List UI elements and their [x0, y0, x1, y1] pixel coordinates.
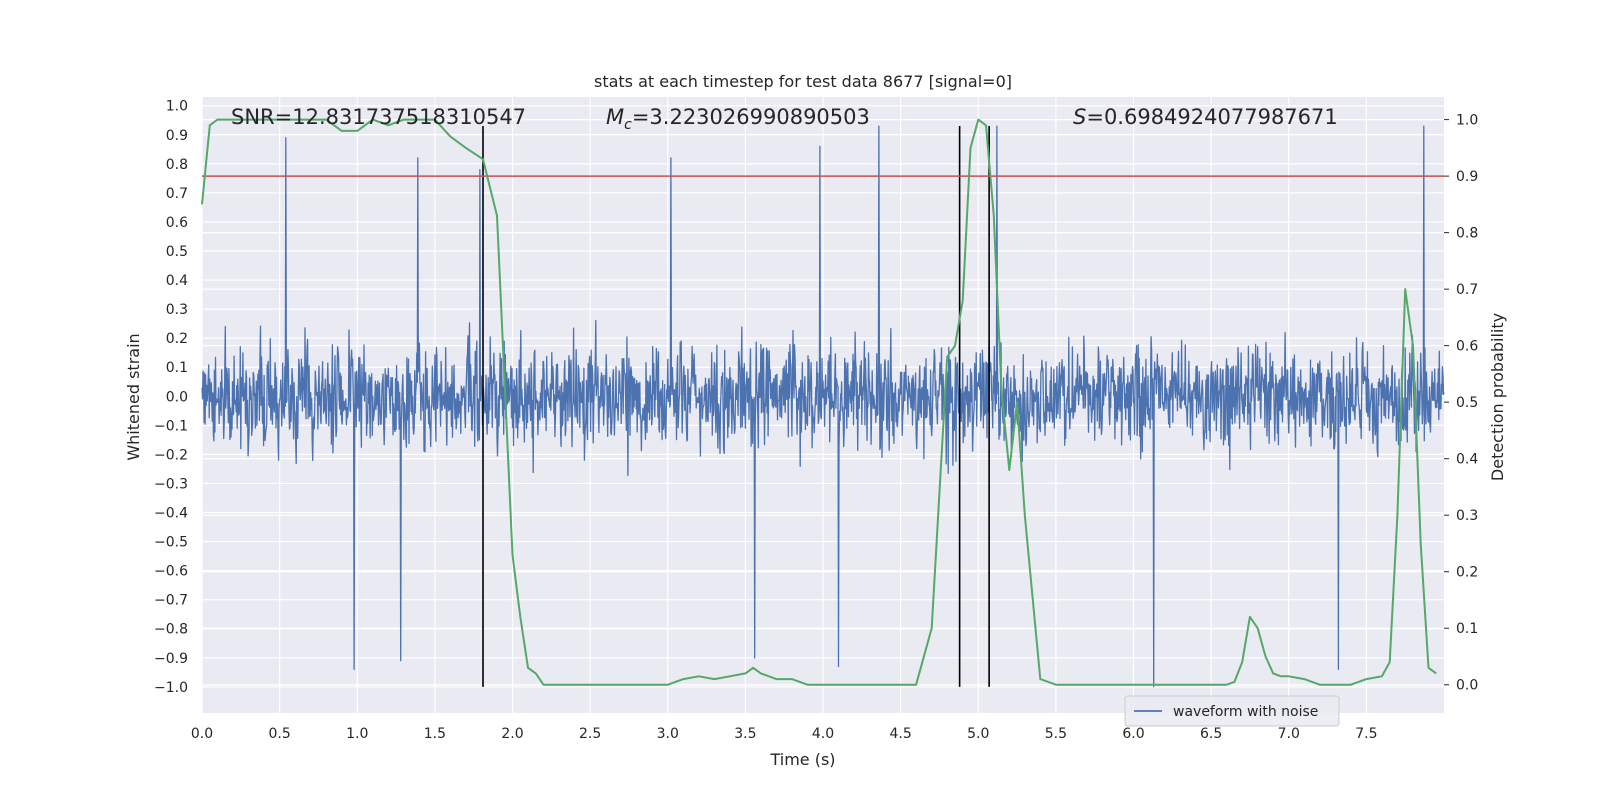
spin-annotation: S=0.6984924077987671 — [1073, 105, 1338, 129]
left-tick-label: 1.0 — [166, 99, 188, 115]
waveform-series — [201, 125, 1445, 688]
x-tick-label: 1.5 — [424, 726, 446, 742]
left-tick-label: −1.0 — [154, 680, 188, 696]
left-tick-label: 0.4 — [166, 273, 188, 289]
left-tick-label: −0.4 — [154, 506, 188, 522]
left-tick-label: 0.2 — [166, 331, 188, 347]
left-tick-label: 0.0 — [166, 389, 188, 405]
x-tick-label: 3.0 — [657, 726, 679, 742]
chirp-mass-subscript: c — [624, 117, 632, 133]
right-tick-label: 0.7 — [1456, 282, 1478, 298]
x-tick-label: 5.5 — [1045, 726, 1067, 742]
left-tick-label: 0.3 — [166, 302, 188, 318]
x-tick-label: 2.5 — [579, 726, 601, 742]
legend: waveform with noise — [1124, 695, 1340, 727]
right-tick-label: 0.5 — [1456, 395, 1478, 411]
left-tick-label: −0.6 — [154, 564, 188, 580]
right-tick-label: 0.1 — [1456, 621, 1478, 637]
legend-box — [1124, 695, 1340, 727]
spin-symbol: S — [1073, 105, 1086, 129]
x-tick-label: 3.5 — [734, 726, 756, 742]
detection-probability-series — [201, 118, 1437, 686]
legend-entry-waveform: waveform with noise — [1173, 704, 1318, 720]
spin-value: =0.6984924077987671 — [1086, 105, 1337, 129]
right-tick-label: 0.4 — [1456, 452, 1478, 468]
left-tick-label: 0.7 — [166, 186, 188, 202]
x-axis-label: Time (s) — [769, 750, 835, 769]
right-tick-label: 0.6 — [1456, 339, 1478, 355]
left-tick-label: 0.8 — [166, 157, 188, 173]
x-tick-label: 5.0 — [967, 726, 989, 742]
chirp-mass-annotation: Mc=3.223026990890503 — [606, 105, 870, 133]
x-tick-label: 7.5 — [1355, 726, 1377, 742]
x-tick-label: 7.0 — [1278, 726, 1300, 742]
chirp-mass-symbol: M — [606, 105, 624, 129]
left-tick-label: 0.5 — [166, 244, 188, 260]
x-axis-ticks: 0.0 0.5 1.0 1.5 2.0 2.5 3.0 3.5 4.0 4.5 5.0 5.5 6.0 6… — [191, 726, 1378, 742]
left-tick-label: −0.7 — [154, 593, 188, 609]
left-axis-label: Whitened strain — [124, 333, 143, 460]
x-tick-label: 6.0 — [1122, 726, 1144, 742]
x-tick-label: 4.0 — [812, 726, 834, 742]
left-tick-label: −0.8 — [154, 622, 188, 638]
left-tick-label: −0.3 — [154, 476, 188, 492]
x-tick-label: 1.0 — [346, 726, 368, 742]
chirp-mass-value: =3.223026990890503 — [632, 105, 870, 129]
snr-annotation: SNR=12.831737518310547 — [231, 105, 526, 129]
right-tick-label: 0.9 — [1456, 169, 1478, 185]
right-tick-label: 1.0 — [1456, 113, 1478, 129]
x-tick-label: 4.5 — [889, 726, 911, 742]
x-tick-label: 6.5 — [1200, 726, 1222, 742]
left-tick-label: −0.1 — [154, 418, 188, 434]
right-tick-label: 0.0 — [1456, 678, 1478, 694]
x-tick-label: 0.5 — [268, 726, 290, 742]
right-axis-ticks: 1.0 0.9 0.8 0.7 0.6 0.5 0.4 0.3 0.2 0.1 0.0 — [1444, 113, 1478, 694]
waveform-trace — [201, 125, 1445, 688]
right-tick-label: 0.2 — [1456, 565, 1478, 581]
left-tick-label: −0.2 — [154, 447, 188, 463]
left-tick-label: 0.9 — [166, 128, 188, 144]
right-axis-label: Detection probability — [1488, 313, 1507, 481]
left-tick-label: 0.6 — [166, 215, 188, 231]
right-tick-label: 0.8 — [1456, 226, 1478, 242]
x-tick-label: 0.0 — [191, 726, 213, 742]
left-axis-ticks: 1.0 0.9 0.8 0.7 0.6 0.5 0.4 0.3 0.2 0.1 0.0 −0.1 −0.… — [154, 99, 188, 696]
x-tick-label: 2.0 — [501, 726, 523, 742]
left-tick-label: 0.1 — [166, 360, 188, 376]
chart-title: stats at each timestep for test data 867… — [594, 72, 1012, 91]
left-tick-label: −0.9 — [154, 651, 188, 667]
right-tick-label: 0.3 — [1456, 508, 1478, 524]
vertical-markers — [482, 126, 990, 687]
left-tick-label: −0.5 — [154, 535, 188, 551]
